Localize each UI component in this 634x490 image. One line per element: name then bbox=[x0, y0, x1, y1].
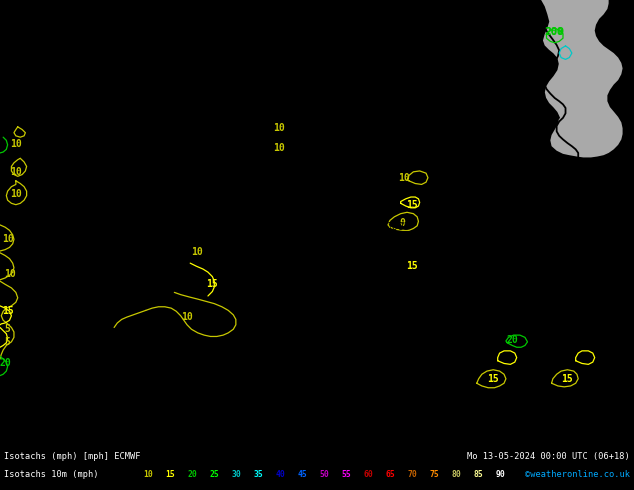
Text: Isotachs 10m (mph): Isotachs 10m (mph) bbox=[4, 470, 98, 479]
Text: 15: 15 bbox=[488, 374, 499, 384]
Text: 10: 10 bbox=[10, 139, 22, 149]
Text: 15: 15 bbox=[207, 279, 218, 289]
Text: Mo 13-05-2024 00:00 UTC (06+18): Mo 13-05-2024 00:00 UTC (06+18) bbox=[467, 452, 630, 461]
Text: 200: 200 bbox=[545, 27, 565, 37]
Text: 90: 90 bbox=[495, 470, 505, 479]
Text: 10: 10 bbox=[273, 123, 285, 133]
Text: 45: 45 bbox=[297, 470, 307, 479]
Text: 50: 50 bbox=[319, 470, 329, 479]
Text: 25: 25 bbox=[209, 470, 219, 479]
Text: 10: 10 bbox=[10, 189, 22, 199]
Text: 10: 10 bbox=[191, 247, 202, 257]
Text: 10: 10 bbox=[4, 270, 15, 279]
Text: 15: 15 bbox=[406, 199, 418, 210]
Text: 15: 15 bbox=[165, 470, 175, 479]
Text: 85: 85 bbox=[473, 470, 483, 479]
Text: 10: 10 bbox=[10, 167, 22, 177]
Text: 10: 10 bbox=[181, 312, 193, 322]
Text: 20: 20 bbox=[187, 470, 197, 479]
Text: 35: 35 bbox=[253, 470, 263, 479]
Text: 40: 40 bbox=[275, 470, 285, 479]
Text: 10: 10 bbox=[399, 172, 410, 183]
Text: 75: 75 bbox=[429, 470, 439, 479]
Text: 0: 0 bbox=[399, 218, 406, 228]
Text: 15: 15 bbox=[406, 261, 418, 271]
Text: 15: 15 bbox=[2, 306, 13, 316]
Text: 10: 10 bbox=[143, 470, 153, 479]
Text: 15: 15 bbox=[562, 374, 573, 384]
Text: 70: 70 bbox=[407, 470, 417, 479]
Text: 20: 20 bbox=[507, 335, 518, 344]
Text: 80: 80 bbox=[451, 470, 461, 479]
Text: Isotachs (mph) [mph] ECMWF: Isotachs (mph) [mph] ECMWF bbox=[4, 452, 141, 461]
Text: 30: 30 bbox=[231, 470, 241, 479]
Text: 10: 10 bbox=[273, 143, 285, 152]
Text: 1005: 1005 bbox=[386, 222, 410, 232]
Text: 5: 5 bbox=[4, 324, 11, 334]
Text: 60: 60 bbox=[363, 470, 373, 479]
Text: 65: 65 bbox=[385, 470, 395, 479]
Text: ©weatheronline.co.uk: ©weatheronline.co.uk bbox=[525, 470, 630, 479]
Polygon shape bbox=[540, 0, 623, 157]
Text: 20: 20 bbox=[0, 359, 11, 368]
Text: 10: 10 bbox=[2, 234, 13, 245]
Text: 55: 55 bbox=[341, 470, 351, 479]
Text: 200: 200 bbox=[546, 27, 564, 37]
Text: 1005: 1005 bbox=[427, 389, 451, 398]
Text: 5: 5 bbox=[4, 337, 11, 347]
